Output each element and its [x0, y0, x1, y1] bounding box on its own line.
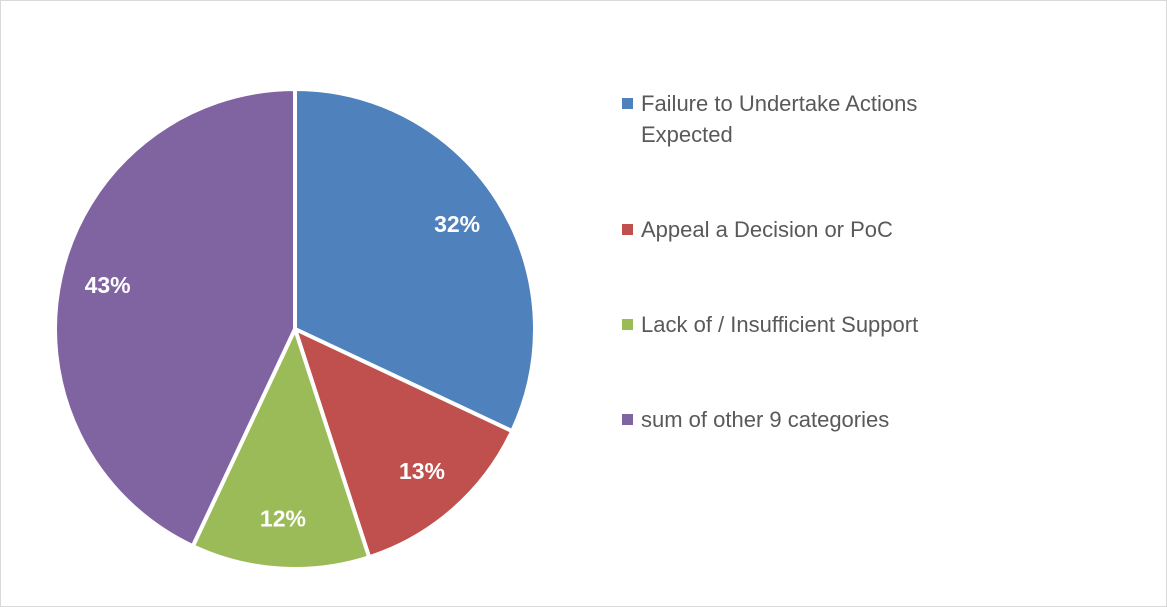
legend-label: sum of other 9 categories: [641, 407, 890, 432]
legend-item: Failure to Undertake Actions Expected: [622, 88, 962, 150]
legend-swatch: [622, 319, 633, 330]
pie-slice: [190, 327, 372, 571]
legend-label: Appeal a Decision or PoC: [641, 217, 893, 242]
legend-item: sum of other 9 categories: [622, 404, 962, 435]
legend-item: Appeal a Decision or PoC: [622, 214, 962, 245]
legend-swatch: [622, 98, 633, 109]
legend-item: Lack of / Insufficient Support: [622, 309, 962, 340]
data-label: 32%: [434, 211, 480, 237]
pie-slice: [53, 87, 297, 549]
legend-label: Failure to Undertake Actions Expected: [641, 91, 918, 147]
data-label: 43%: [85, 272, 131, 298]
pie-slice: [293, 87, 537, 434]
pie-slice: [293, 327, 515, 560]
data-label: 13%: [399, 458, 445, 484]
legend-label: Lack of / Insufficient Support: [641, 312, 919, 337]
legend-swatch: [622, 414, 633, 425]
legend: Failure to Undertake Actions Expected App…: [622, 88, 962, 435]
data-label: 12%: [260, 506, 306, 532]
legend-swatch: [622, 224, 633, 235]
